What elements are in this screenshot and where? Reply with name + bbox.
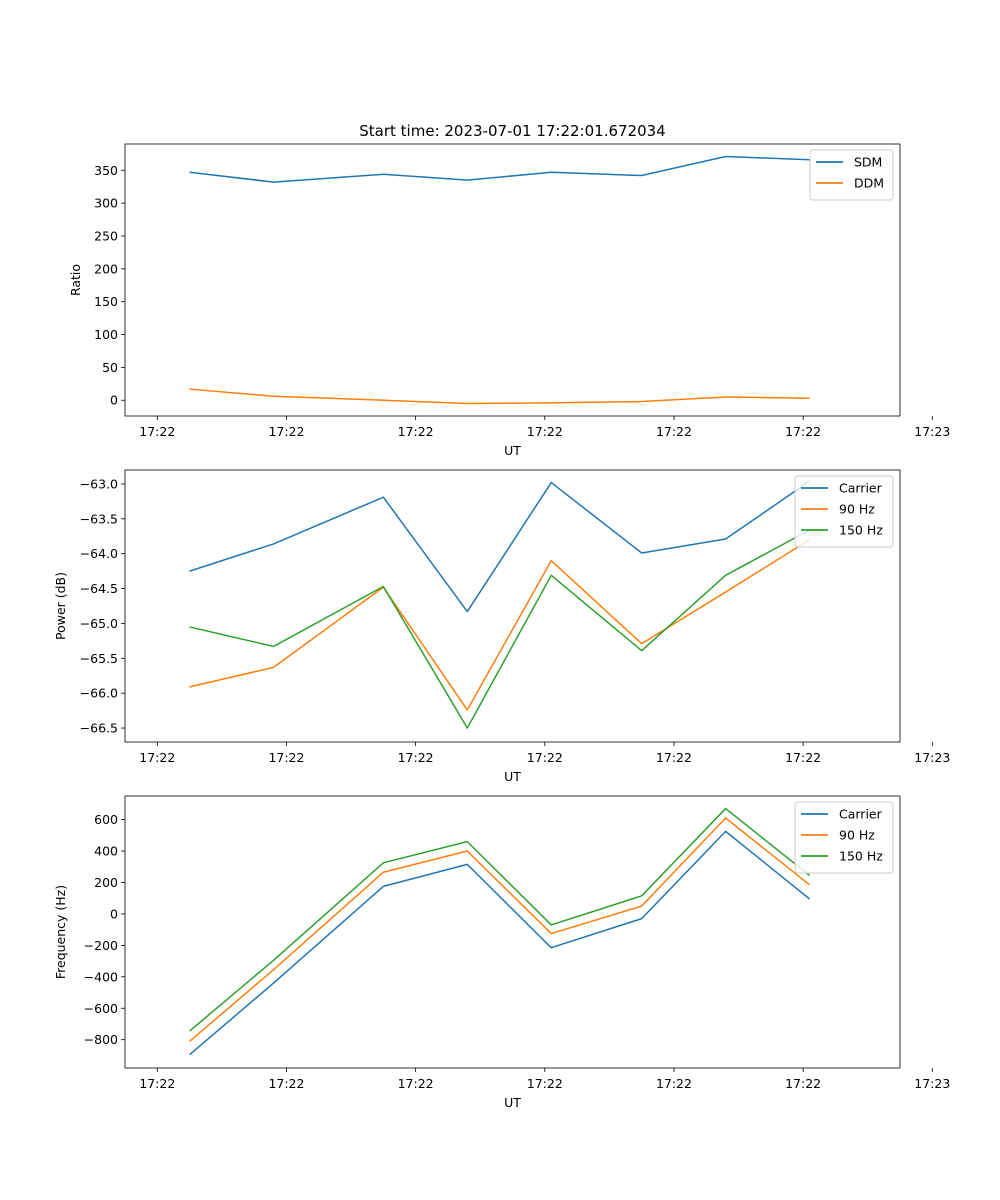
legend-label: Carrier — [839, 481, 883, 496]
series-line-sdm — [189, 155, 810, 183]
y-tick-label: −400 — [84, 969, 118, 984]
x-tick-label: 17:22 — [398, 424, 434, 439]
frequency-panel: 17:22 17:22 17:22 17:22 17:22 17:22 17:23 −800 −… — [53, 795, 950, 1110]
x-tick-label: 17:22 — [268, 750, 304, 765]
x-tick-label: 17:23 — [914, 750, 950, 765]
series-line-150-hz — [189, 807, 811, 1032]
power-panel: 17:22 17:22 17:22 17:22 17:22 17:22 17:23 −66.5… — [53, 469, 950, 784]
x-tick-label: 17:22 — [139, 1076, 175, 1091]
y-tick-label: −65.0 — [80, 616, 118, 631]
legend-label: 150 Hz — [839, 849, 883, 864]
x-tick-label: 17:22 — [268, 1076, 304, 1091]
y-tick-label: −600 — [84, 1001, 118, 1016]
x-tick-label: 17:22 — [527, 1076, 563, 1091]
series-line-carrier — [189, 480, 811, 613]
y-tick-label: −66.0 — [80, 686, 118, 701]
y-tick-label: 300 — [94, 196, 118, 211]
legend-label: SDM — [854, 155, 882, 170]
y-tick-label: −63.5 — [80, 511, 118, 526]
y-tick-label: −64.5 — [80, 581, 118, 596]
x-tick-label: 17:22 — [398, 1076, 434, 1091]
x-axis-label: UT — [504, 443, 521, 458]
x-tick-label: 17:22 — [656, 750, 692, 765]
series-line-90-hz — [189, 539, 810, 711]
y-tick-label: 400 — [94, 844, 118, 859]
x-tick-label: 17:22 — [656, 424, 692, 439]
legend-label: 90 Hz — [839, 502, 875, 517]
legend-label: 150 Hz — [839, 523, 883, 538]
y-axis-label: Power (dB) — [53, 572, 68, 640]
legend-label: Carrier — [839, 807, 883, 822]
y-tick-label: −63.0 — [80, 476, 118, 491]
legend: SDM DDM — [809, 149, 894, 201]
y-tick-label: 0 — [110, 906, 118, 921]
x-tick-label: 17:22 — [139, 424, 175, 439]
x-tick-label: 17:22 — [398, 750, 434, 765]
x-tick-label: 17:22 — [527, 750, 563, 765]
y-tick-label: 350 — [94, 163, 118, 178]
x-tick-label: 17:22 — [139, 750, 175, 765]
x-tick-label: 17:22 — [785, 424, 821, 439]
legend-label: 90 Hz — [839, 828, 875, 843]
y-axis-label: Frequency (Hz) — [53, 885, 68, 979]
x-axis-label: UT — [504, 1095, 521, 1110]
x-axis-label: UT — [504, 769, 521, 784]
axes-frame — [124, 469, 901, 743]
figure-title: Start time: 2023-07-01 17:22:01.672034 — [359, 122, 665, 140]
x-tick-label: 17:22 — [656, 1076, 692, 1091]
x-tick-label: 17:22 — [785, 1076, 821, 1091]
y-tick-label: 200 — [94, 261, 118, 276]
legend: Carrier 90 Hz 150 Hz — [794, 801, 894, 874]
axes-frame — [124, 795, 901, 1069]
y-tick-label: 50 — [102, 360, 118, 375]
y-axis-label: Ratio — [68, 264, 83, 296]
y-tick-label: −800 — [84, 1032, 118, 1047]
series-line-ddm — [189, 388, 810, 405]
y-tick-label: 600 — [94, 812, 118, 827]
x-tick-label: 17:23 — [914, 1076, 950, 1091]
y-tick-label: −200 — [84, 938, 118, 953]
x-tick-label: 17:22 — [785, 750, 821, 765]
x-tick-label: 17:22 — [268, 424, 304, 439]
series-line-90-hz — [189, 817, 811, 1042]
y-tick-label: 150 — [94, 294, 118, 309]
series-line-150-hz — [189, 529, 810, 729]
legend: Carrier 90 Hz 150 Hz — [794, 475, 894, 548]
y-tick-label: 100 — [94, 327, 118, 342]
y-tick-label: 200 — [94, 875, 118, 890]
axes-frame — [124, 143, 901, 417]
y-tick-label: 250 — [94, 228, 118, 243]
y-tick-label: −64.0 — [80, 546, 118, 561]
legend-label: DDM — [854, 176, 884, 191]
y-tick-label: −66.5 — [80, 721, 118, 736]
series-line-carrier — [189, 830, 811, 1056]
ratio-panel: 17:22 17:22 17:22 17:22 17:22 17:22 17:23 0 50 10… — [68, 143, 950, 458]
x-tick-label: 17:23 — [914, 424, 950, 439]
y-tick-label: −65.5 — [80, 651, 118, 666]
x-tick-label: 17:22 — [527, 424, 563, 439]
y-tick-label: 0 — [110, 393, 118, 408]
